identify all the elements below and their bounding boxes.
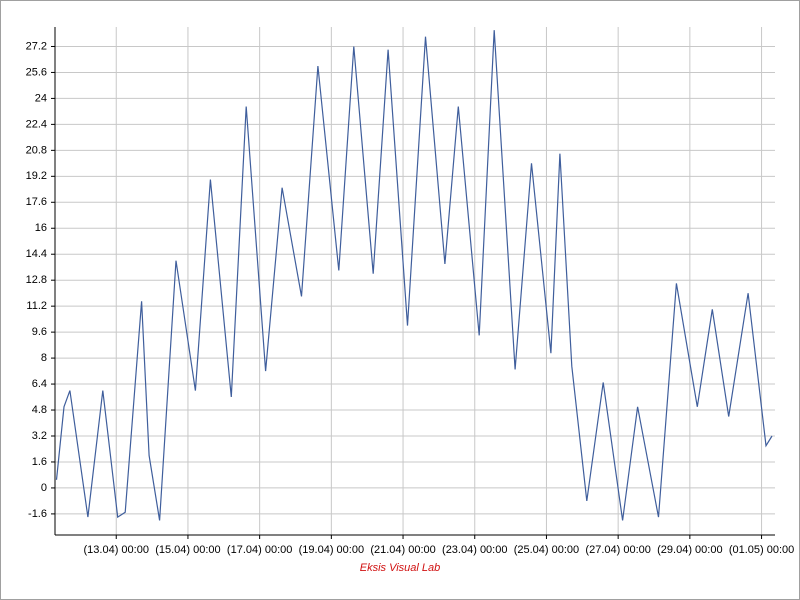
x-tick-label: (23.04) 00:00 xyxy=(442,544,507,556)
y-tick-label: 14.4 xyxy=(26,248,47,260)
y-tick-label: 12.8 xyxy=(26,274,47,286)
x-tick-label: (13.04) 00:00 xyxy=(84,544,149,556)
x-tick-label: (19.04) 00:00 xyxy=(299,544,364,556)
y-tick-label: 27.2 xyxy=(26,40,47,52)
y-tick-label: 8 xyxy=(41,352,47,364)
y-tick-label: 16 xyxy=(35,222,47,234)
y-tick-label: 17.6 xyxy=(26,196,47,208)
x-tick-label: (25.04) 00:00 xyxy=(514,544,579,556)
y-tick-label: 25.6 xyxy=(26,66,47,78)
x-tick-label: (27.04) 00:00 xyxy=(585,544,650,556)
y-tick-label: 20.8 xyxy=(26,144,47,156)
y-tick-label: 1.6 xyxy=(32,456,47,468)
x-tick-label: (17.04) 00:00 xyxy=(227,544,292,556)
data-line xyxy=(55,30,773,521)
y-tick-label: 0 xyxy=(41,482,47,494)
credit: Eksis Visual Lab xyxy=(360,562,441,574)
x-tick-label: (21.04) 00:00 xyxy=(370,544,435,556)
y-tick-label: 6.4 xyxy=(32,378,47,390)
y-tick-label: 22.4 xyxy=(26,118,47,130)
x-tick-label: (29.04) 00:00 xyxy=(657,544,722,556)
y-tick-label: 19.2 xyxy=(26,170,47,182)
y-tick-label: 4.8 xyxy=(32,404,47,416)
y-tick-label: 11.2 xyxy=(26,300,47,312)
y-tick-label: -1.6 xyxy=(28,508,47,520)
y-tick-label: 24 xyxy=(35,92,47,104)
x-tick-label: (15.04) 00:00 xyxy=(155,544,220,556)
x-tick-label: (01.05) 00:00 xyxy=(729,544,794,556)
y-tick-label: 9.6 xyxy=(32,326,47,338)
y-tick-label: 3.2 xyxy=(32,430,47,442)
